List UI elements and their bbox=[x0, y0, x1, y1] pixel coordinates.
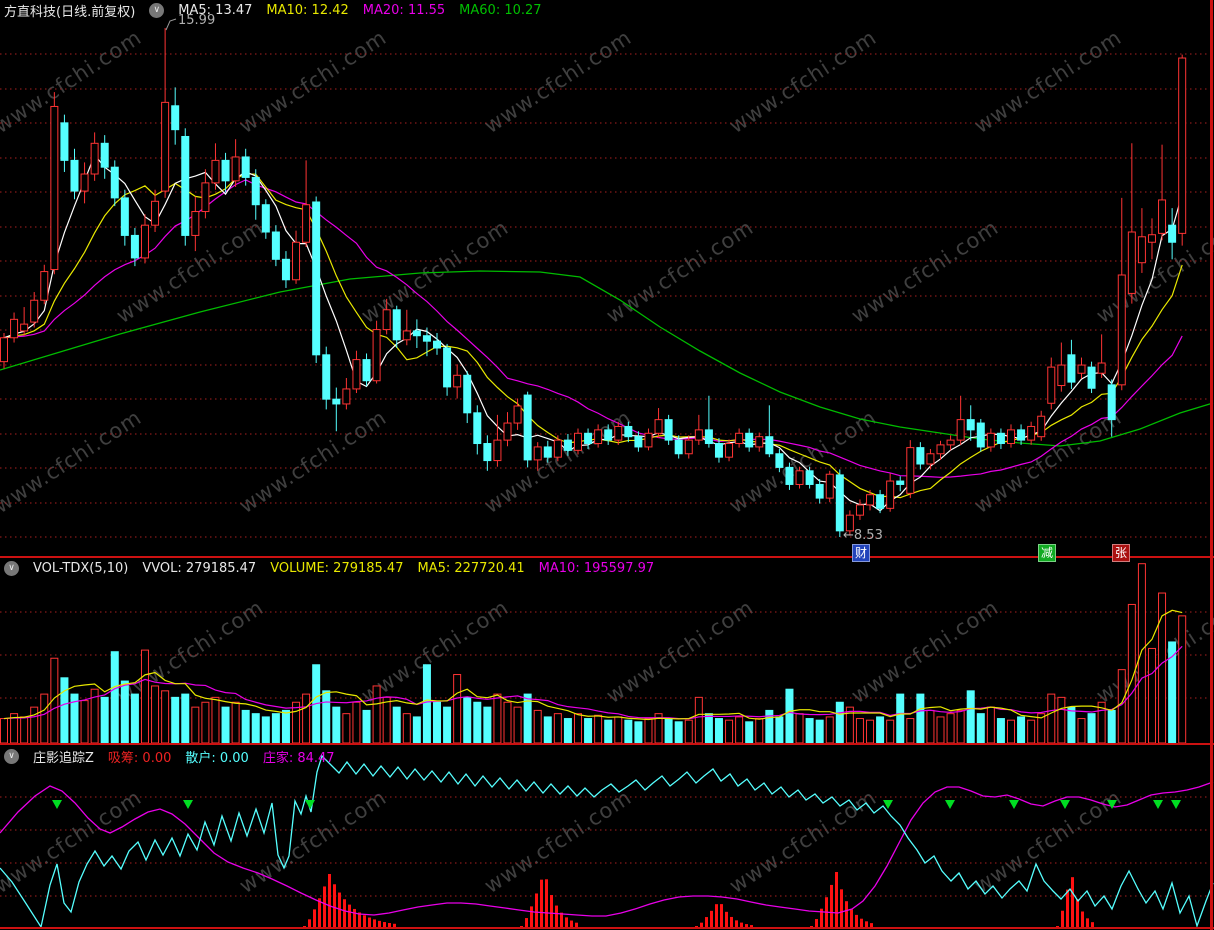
vol-ma5-line bbox=[3, 609, 1183, 721]
zhuangjia-value: 庄家: 84.47 bbox=[262, 751, 335, 766]
volume-value: VOLUME: 279185.47 bbox=[270, 561, 404, 576]
event-badge[interactable]: 财 bbox=[852, 544, 870, 562]
xichou-value: 吸筹: 0.00 bbox=[107, 751, 172, 766]
price-ma-lines bbox=[0, 153, 1214, 512]
indicator-lines bbox=[0, 754, 1214, 929]
indicator-pane-header: ∨ 庄影追踪Z 吸筹: 0.00 散户: 0.00 庄家: 84.47 bbox=[4, 748, 335, 766]
ma5-line bbox=[3, 153, 1183, 512]
chart-right-border bbox=[1210, 0, 1213, 930]
vol-ma10-line bbox=[3, 645, 1183, 720]
ma5-value: MA5: 13.47 bbox=[178, 3, 253, 18]
volume-bars bbox=[0, 563, 1187, 744]
volume-indicator-name: VOL-TDX(5,10) bbox=[33, 561, 129, 576]
xichou-histogram bbox=[303, 872, 1094, 927]
low-price-label: ←8.53 bbox=[843, 528, 883, 543]
gridlines bbox=[0, 53, 1209, 897]
indicator-name: 庄影追踪Z bbox=[33, 751, 94, 766]
main-chart-header: 方直科技(日线.前复权) ∨ MA5: 13.47 MA10: 12.42 MA… bbox=[4, 2, 542, 20]
ma10-value: MA10: 12.42 bbox=[266, 3, 349, 18]
collapse-volume-icon[interactable]: ∨ bbox=[4, 561, 19, 576]
candles-layer bbox=[0, 28, 1187, 537]
collapse-main-icon[interactable]: ∨ bbox=[149, 3, 165, 18]
signal-triangles bbox=[52, 800, 1181, 809]
volume-ma5-value: MA5: 227720.41 bbox=[417, 561, 525, 576]
stock-title: 方直科技(日线.前复权) bbox=[4, 5, 136, 20]
ma60-line bbox=[0, 270, 1214, 447]
event-badge[interactable]: 减 bbox=[1038, 544, 1056, 562]
high-price-label: 15.99 bbox=[178, 13, 216, 28]
event-badge[interactable]: 张 bbox=[1112, 544, 1130, 562]
volume-pane-header: ∨ VOL-TDX(5,10) VVOL: 279185.47 VOLUME: … bbox=[4, 560, 654, 577]
collapse-indicator-icon[interactable]: ∨ bbox=[4, 749, 19, 764]
sanhu-line bbox=[0, 754, 1214, 929]
volume-ma10-value: MA10: 195597.97 bbox=[538, 561, 655, 576]
ma20-line bbox=[3, 179, 1183, 478]
ma20-value: MA20: 11.55 bbox=[362, 3, 446, 18]
volume-ma-lines bbox=[3, 609, 1183, 721]
vvol-value: VVOL: 279185.47 bbox=[142, 561, 257, 576]
sanhu-value: 散户: 0.00 bbox=[185, 751, 249, 766]
ma60-value: MA60: 10.27 bbox=[459, 3, 542, 18]
ma10-line bbox=[3, 173, 1183, 499]
